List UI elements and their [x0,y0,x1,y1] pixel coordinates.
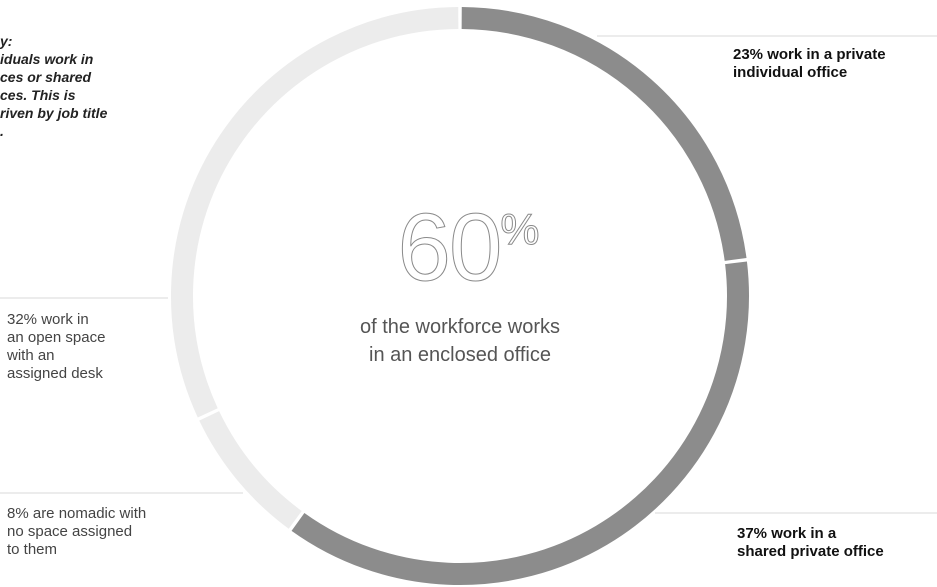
data-label-open-assigned: 32% work in an open space with an assign… [7,311,106,382]
donut-slices [171,7,749,585]
donut-slice-4 [171,7,459,418]
data-label-private-individual: 23% work in a private individual office [733,46,886,81]
center-stat-value: 60 [397,194,503,301]
donut-slice-2 [291,261,749,585]
side-note: y: iduals work in ces or shared ces. Thi… [0,33,108,139]
leader-lines [0,35,937,514]
donut-slice-3 [199,411,302,529]
center-caption: of the workforce works in an enclosed of… [359,316,561,366]
donut-slice-1 [461,7,747,261]
center-stat-unit: % [500,205,540,254]
data-label-nomadic: 8% are nomadic with no space assigned to… [7,505,147,558]
center-stat: 60% [0,199,937,296]
data-label-shared-private: 37% work in a shared private office [737,525,884,560]
